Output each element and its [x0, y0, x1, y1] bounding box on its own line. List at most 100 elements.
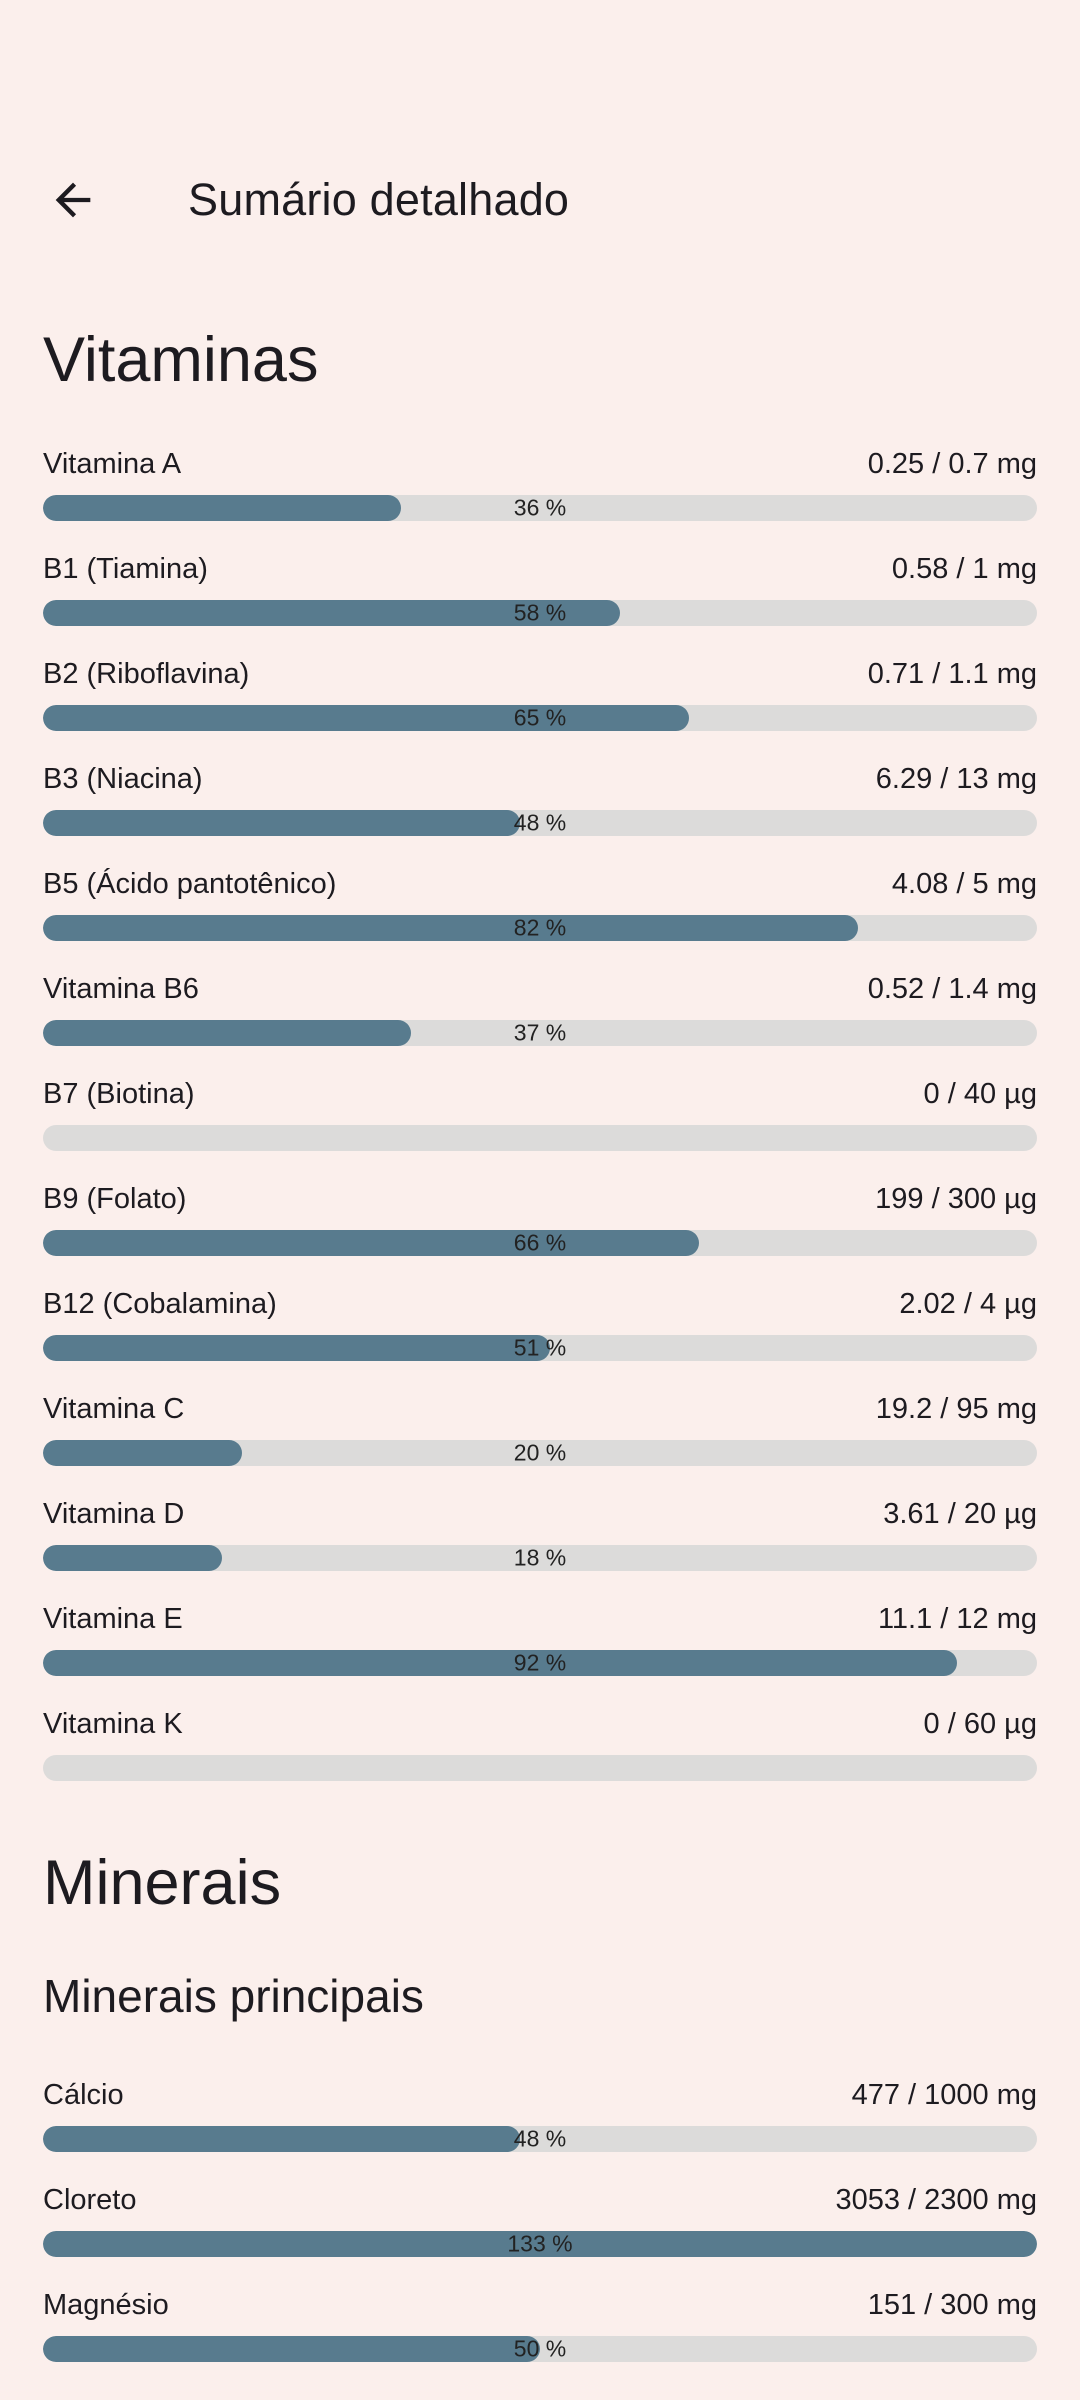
nutrient-item: Cloreto 3053 / 2300 mg 133 % [43, 2178, 1037, 2257]
nutrient-label-row: Vitamina K 0 / 60 µg [43, 1702, 1037, 1746]
nutrient-amount: 199 / 300 µg [875, 1183, 1037, 1215]
arrow-back-icon [47, 174, 99, 226]
nutrient-name: Vitamina A [43, 448, 182, 480]
nutrient-name: B1 (Tiamina) [43, 553, 208, 585]
nutrient-amount: 2.02 / 4 µg [899, 1288, 1037, 1320]
nutrient-item: B7 (Biotina) 0 / 40 µg [43, 1072, 1037, 1151]
nutrient-label-row: B1 (Tiamina) 0.58 / 1 mg [43, 547, 1037, 591]
progress-fill [43, 2336, 540, 2362]
progress-fill [43, 1020, 411, 1046]
nutrient-label-row: B7 (Biotina) 0 / 40 µg [43, 1072, 1037, 1116]
nutrient-name: B5 (Ácido pantotênico) [43, 868, 337, 900]
nutrient-name: Cloreto [43, 2184, 137, 2216]
nutrient-item: Magnésio 151 / 300 mg 50 % [43, 2283, 1037, 2362]
nutrient-label-row: Cálcio 477 / 1000 mg [43, 2073, 1037, 2117]
nutrient-amount: 3.61 / 20 µg [883, 1498, 1037, 1530]
progress-bar [43, 1755, 1037, 1781]
nutrient-amount: 0 / 60 µg [923, 1708, 1037, 1740]
vitamins-list: Vitamina A 0.25 / 0.7 mg 36 % B1 (Tiamin… [43, 442, 1037, 1781]
progress-fill [43, 810, 521, 836]
nutrient-label-row: Vitamina A 0.25 / 0.7 mg [43, 442, 1037, 486]
progress-bar: 37 % [43, 1020, 1037, 1046]
nutrient-label-row: B3 (Niacina) 6.29 / 13 mg [43, 757, 1037, 801]
nutrient-amount: 477 / 1000 mg [851, 2079, 1037, 2111]
section-minerals: Minerais Minerais principais Cálcio 477 … [43, 1847, 1037, 2362]
nutrient-amount: 19.2 / 95 mg [875, 1393, 1037, 1425]
nutrient-amount: 151 / 300 mg [867, 2289, 1037, 2321]
progress-bar: 20 % [43, 1440, 1037, 1466]
nutrient-item: B2 (Riboflavina) 0.71 / 1.1 mg 65 % [43, 652, 1037, 731]
nutrient-item: B5 (Ácido pantotênico) 4.08 / 5 mg 82 % [43, 862, 1037, 941]
progress-bar: 82 % [43, 915, 1037, 941]
progress-percent-label: 36 % [513, 495, 567, 521]
nutrient-amount: 0.25 / 0.7 mg [867, 448, 1037, 480]
progress-bar: 48 % [43, 2126, 1037, 2152]
nutrient-item: Vitamina A 0.25 / 0.7 mg 36 % [43, 442, 1037, 521]
progress-bar: 133 % [43, 2231, 1037, 2257]
nutrient-label-row: Vitamina C 19.2 / 95 mg [43, 1387, 1037, 1431]
progress-bar: 65 % [43, 705, 1037, 731]
progress-percent-label: 133 % [507, 2231, 573, 2257]
nutrient-item: B3 (Niacina) 6.29 / 13 mg 48 % [43, 757, 1037, 836]
section-title-vitamins: Vitaminas [43, 325, 319, 395]
progress-percent-label: 82 % [513, 915, 567, 941]
nutrient-amount: 0.71 / 1.1 mg [867, 658, 1037, 690]
progress-percent-label: 48 % [513, 810, 567, 836]
progress-percent-label: 65 % [513, 705, 567, 731]
nutrient-amount: 0.58 / 1 mg [891, 553, 1037, 585]
nutrient-label-row: B2 (Riboflavina) 0.71 / 1.1 mg [43, 652, 1037, 696]
progress-bar: 58 % [43, 600, 1037, 626]
progress-percent-label: 20 % [513, 1440, 567, 1466]
progress-fill [43, 1545, 222, 1571]
nutrient-name: Vitamina C [43, 1393, 185, 1425]
nutrient-name: B9 (Folato) [43, 1183, 187, 1215]
nutrient-label-row: B5 (Ácido pantotênico) 4.08 / 5 mg [43, 862, 1037, 906]
page-title: Sumário detalhado [188, 174, 570, 225]
app-bar: Sumário detalhado [0, 142, 1080, 258]
nutrient-item: B12 (Cobalamina) 2.02 / 4 µg 51 % [43, 1282, 1037, 1361]
progress-bar: 92 % [43, 1650, 1037, 1676]
nutrient-name: B2 (Riboflavina) [43, 658, 250, 690]
nutrient-item: Vitamina D 3.61 / 20 µg 18 % [43, 1492, 1037, 1571]
progress-fill [43, 600, 620, 626]
nutrient-name: B3 (Niacina) [43, 763, 203, 795]
nutrient-amount: 11.1 / 12 mg [877, 1603, 1037, 1635]
section-title-minerals: Minerais [43, 1848, 282, 1918]
back-button[interactable] [46, 173, 100, 227]
progress-bar: 50 % [43, 2336, 1037, 2362]
progress-bar: 51 % [43, 1335, 1037, 1361]
minerals-list: Cálcio 477 / 1000 mg 48 % Cloreto 3053 /… [43, 2073, 1037, 2362]
progress-percent-label: 58 % [513, 600, 567, 626]
nutrient-name: Cálcio [43, 2079, 124, 2111]
section-vitamins: Vitaminas Vitamina A 0.25 / 0.7 mg 36 % … [43, 324, 1037, 1781]
progress-percent-label: 18 % [513, 1545, 567, 1571]
nutrient-item: Vitamina K 0 / 60 µg [43, 1702, 1037, 1781]
progress-fill [43, 2231, 1037, 2257]
nutrient-label-row: Cloreto 3053 / 2300 mg [43, 2178, 1037, 2222]
progress-percent-label: 51 % [513, 1335, 567, 1361]
progress-bar: 36 % [43, 495, 1037, 521]
progress-bar: 48 % [43, 810, 1037, 836]
nutrient-name: B7 (Biotina) [43, 1078, 195, 1110]
progress-bar [43, 1125, 1037, 1151]
progress-percent-label: 66 % [513, 1230, 567, 1256]
section-subtitle-main-minerals: Minerais principais [43, 1970, 424, 2022]
progress-percent-label: 92 % [513, 1650, 567, 1676]
nutrient-amount: 6.29 / 13 mg [875, 763, 1037, 795]
nutrient-name: Vitamina E [43, 1603, 183, 1635]
content-scroll[interactable]: Vitaminas Vitamina A 0.25 / 0.7 mg 36 % … [0, 324, 1080, 2362]
nutrient-label-row: Vitamina E 11.1 / 12 mg [43, 1597, 1037, 1641]
nutrient-amount: 3053 / 2300 mg [835, 2184, 1037, 2216]
nutrient-item: Vitamina E 11.1 / 12 mg 92 % [43, 1597, 1037, 1676]
nutrient-name: Vitamina D [43, 1498, 185, 1530]
progress-fill [43, 1335, 550, 1361]
progress-bar: 66 % [43, 1230, 1037, 1256]
progress-fill [43, 915, 859, 941]
progress-fill [43, 2126, 521, 2152]
nutrient-label-row: B9 (Folato) 199 / 300 µg [43, 1177, 1037, 1221]
progress-fill [43, 705, 690, 731]
nutrient-name: Vitamina B6 [43, 973, 199, 1005]
nutrient-label-row: Magnésio 151 / 300 mg [43, 2283, 1037, 2327]
nutrient-item: B1 (Tiamina) 0.58 / 1 mg 58 % [43, 547, 1037, 626]
